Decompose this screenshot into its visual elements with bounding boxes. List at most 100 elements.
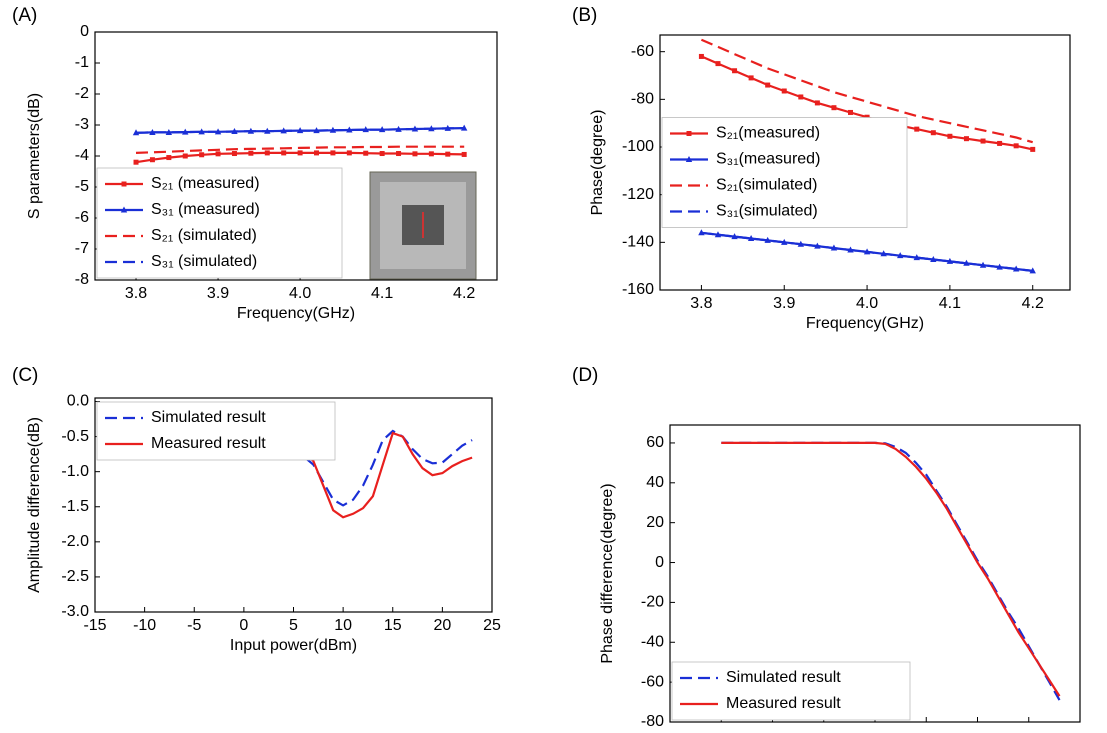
y-tick-label: -2.0 (61, 533, 89, 550)
series-line (721, 441, 1061, 697)
panel: (D)-15-10-505101520256040200-20-40-60-80… (572, 365, 1089, 733)
y-tick-label: -80 (641, 713, 664, 728)
marker (199, 152, 205, 158)
legend-label: S₃₁(simulated) (716, 203, 818, 220)
y-tick-label: 40 (646, 474, 664, 491)
marker (748, 75, 754, 81)
legend-label: Measured result (726, 695, 841, 712)
legend: S₂₁(measured) S₃₁(measured) S₂₁(simulated)… (661, 117, 908, 228)
marker (781, 88, 787, 94)
x-tick-label: 4.0 (289, 285, 311, 302)
marker (963, 259, 970, 266)
x-tick-label: 3.9 (207, 285, 229, 302)
marker (346, 150, 352, 156)
y-tick-label: -3.0 (61, 603, 89, 620)
y-tick-label: 0.0 (67, 393, 89, 410)
marker (765, 82, 771, 88)
marker (346, 126, 353, 133)
y-tick-label: -60 (631, 43, 654, 60)
panel: (B) 3.8 3.9 4.0 4.1 4.2 -60 -80 -100 -120 -140 -160… (572, 5, 1071, 332)
x-tick-label: 5 (289, 617, 298, 634)
marker (149, 157, 155, 163)
x-tick-label: 4.1 (371, 285, 393, 302)
y-tick-label: -60 (641, 673, 664, 690)
marker (947, 133, 953, 139)
y-tick-label: 0 (655, 554, 664, 571)
y-axis-label: Phase(degree) (589, 110, 606, 216)
y-tick-label: -2.5 (61, 568, 89, 585)
marker (445, 151, 451, 157)
y-tick-label: -80 (631, 91, 654, 108)
legend-box (96, 401, 336, 461)
marker (281, 150, 287, 156)
marker (996, 263, 1003, 270)
x-tick-label: -5 (187, 617, 201, 634)
marker (798, 94, 804, 100)
marker (686, 131, 692, 136)
legend: Simulated result Measured result (671, 661, 911, 721)
legend-label: S₂₁ (measured) (151, 175, 260, 192)
x-tick-label: 3.8 (125, 285, 147, 302)
marker (362, 126, 369, 133)
legend-label: S₃₁(measured) (716, 151, 820, 168)
marker (297, 150, 303, 156)
y-tick-label: -20 (641, 594, 664, 611)
legend-label: S₃₁ (simulated) (151, 253, 257, 270)
marker (379, 151, 385, 157)
y-axis-label: Phase difference(degree) (599, 483, 616, 663)
marker (831, 105, 837, 111)
x-tick-label: 0 (239, 617, 248, 634)
x-tick-label: 10 (334, 617, 352, 634)
legend-label: Measured result (151, 435, 266, 452)
series-line (135, 145, 465, 154)
legend-box (671, 661, 911, 721)
marker (685, 156, 693, 162)
y-tick-label: -5 (75, 178, 89, 195)
x-axis-label: Input power(dBm) (230, 637, 357, 654)
x-axis-label: Frequency(GHz) (806, 315, 924, 332)
series-line (721, 441, 1061, 701)
marker (248, 150, 254, 156)
marker (363, 150, 369, 156)
x-tick-label: 25 (483, 617, 501, 634)
series-line (701, 231, 1033, 272)
x-tick-label: 4.1 (939, 295, 961, 312)
marker (1030, 146, 1036, 152)
marker (979, 261, 987, 268)
inset-photo (369, 171, 477, 280)
y-tick-label: -1.0 (61, 463, 89, 480)
legend-label: Simulated result (151, 409, 266, 426)
marker (1013, 143, 1019, 149)
y-tick-label: -160 (622, 281, 654, 298)
legend-label: S₃₁ (measured) (151, 201, 260, 218)
y-tick-label: -0.5 (61, 428, 89, 445)
x-axis-label: Frequency(GHz) (237, 305, 355, 322)
marker (215, 151, 221, 157)
marker (980, 138, 986, 144)
marker (330, 150, 336, 156)
marker (946, 257, 954, 264)
marker (121, 181, 127, 187)
x-tick-label: -15 (83, 617, 106, 634)
x-tick-label: 4.2 (1022, 295, 1044, 312)
y-tick-label: 60 (646, 434, 664, 451)
legend: S₂₁ (measured) S₃₁ (measured) S₂₁ (simulat… (96, 167, 343, 279)
marker (182, 153, 188, 159)
marker (963, 136, 969, 142)
marker (715, 61, 721, 67)
marker (120, 206, 128, 213)
y-tick-label: -120 (622, 186, 654, 203)
marker (461, 151, 467, 157)
panel-label: (C) (12, 365, 38, 386)
panel-label: (D) (572, 365, 598, 386)
y-tick-label: -1 (75, 54, 89, 71)
marker (165, 128, 173, 135)
x-tick-label: 15 (384, 617, 402, 634)
marker (930, 130, 936, 136)
y-tick-label: 20 (646, 514, 664, 531)
marker (732, 68, 738, 74)
marker (428, 151, 434, 157)
y-tick-label: -7 (75, 240, 89, 257)
y-tick-label: -140 (622, 234, 654, 251)
